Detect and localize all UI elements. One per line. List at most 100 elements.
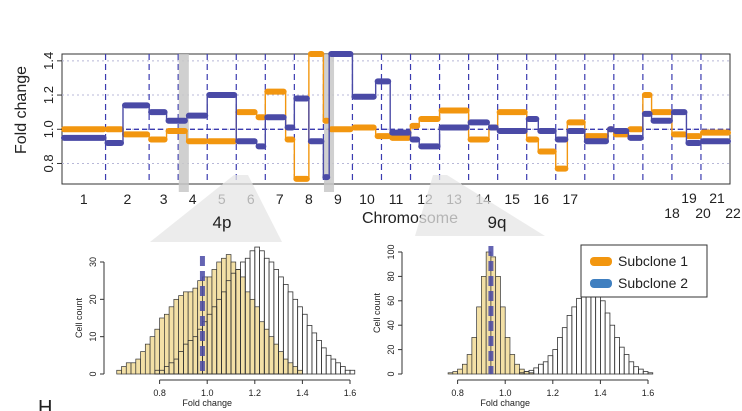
hist-4p-subclone2-bar-31 — [287, 291, 294, 375]
hist-9q-y-tick-label-80: 80 — [386, 271, 396, 281]
chromosome-label-16: 16 — [533, 191, 549, 207]
hist-4p-subclone1-bar-31 — [263, 328, 270, 375]
hist-4p-subclone1-bar-5 — [140, 351, 146, 375]
hist-4p-subclone1-bar-29 — [254, 306, 260, 375]
hist-4p-subclone2-bar-37 — [316, 339, 322, 375]
hist-4p-subclone1-bar-20 — [211, 269, 218, 375]
hist-9q-title: 9q — [488, 213, 507, 232]
chromosome-label-4: 4 — [189, 191, 197, 207]
hist-9q-subclone1-bar-11 — [500, 306, 506, 375]
hist-9q-subclone2-bar-10 — [552, 349, 558, 375]
hist-4p-subclone1-bar-33 — [273, 343, 279, 375]
hist-4p-y-tick-label-20: 20 — [88, 294, 98, 304]
hist-4p-subclone1-bar-12 — [173, 298, 179, 375]
legend-label-subclone2: Subclone 2 — [618, 275, 688, 291]
hist-4p-subclone1-bar-2 — [125, 362, 132, 375]
hist-4p-subclone1-bar-34 — [278, 351, 284, 375]
hist-9q-y-tick-label-60: 60 — [386, 296, 396, 306]
hist-4p-subclone2-bar-42 — [340, 366, 346, 375]
hist-9q-x-tick-label-1.6: 1.6 — [642, 388, 655, 398]
hist-4p-subclone1-bar-9 — [159, 317, 165, 375]
legend-box — [580, 244, 708, 298]
hist-9q-subclone1-bar-4 — [466, 354, 473, 375]
hist-4p-subclone1-bar-8 — [154, 328, 160, 375]
hist-4p-x-tick-label-0.8: 0.8 — [153, 388, 166, 398]
hist-4p-subclone1-bar-11 — [168, 306, 175, 375]
hist-4p-subclone1-bar-3 — [130, 362, 137, 375]
main-series — [61, 51, 731, 182]
hist-4p-subclone1-bar-27 — [244, 291, 251, 375]
hist-4p-subclone1-bar-25 — [235, 269, 241, 375]
hist-9q-y-tick-label-100: 100 — [386, 244, 396, 259]
hist-9q-subclone2-bar-24 — [619, 346, 625, 375]
hist-4p-title: 4p — [213, 213, 232, 232]
chromosome-label-20: 20 — [695, 205, 711, 221]
hist-4p-y-tick-label-30: 30 — [88, 257, 98, 267]
hist-9q-subclone1-bar-6 — [476, 306, 482, 375]
hist-9q-x-tick-label-1.4: 1.4 — [594, 388, 607, 398]
hist-9q-subclone2-bar-27 — [633, 366, 639, 375]
hist-4p-subclone1-bar-36 — [287, 362, 294, 375]
hist-9q-subclone1-bar-1 — [452, 371, 458, 375]
chromosome-label-15: 15 — [504, 191, 520, 207]
chromosome-label-2: 2 — [123, 191, 131, 207]
hist-9q-subclone2-bar-13 — [566, 315, 573, 375]
hist-4p-y-tick-label-0: 0 — [88, 371, 98, 376]
hist-4p-subclone1-bar-19 — [206, 276, 213, 375]
main-plot-frame — [61, 53, 731, 185]
legend: Subclone 1 Subclone 2 — [580, 244, 708, 298]
hist-9q-x-tick-label-1.0: 1.0 — [499, 388, 512, 398]
hist-9q-subclone2-bar-7 — [538, 363, 544, 375]
hist-9q-y-tick-label-20: 20 — [386, 345, 396, 355]
hist-9q-subclone2-bar-9 — [547, 355, 554, 375]
hist-9q-x-tick-label-0.8: 0.8 — [451, 388, 464, 398]
hist-9q-subclone1-bar-5 — [471, 337, 477, 375]
hist-9q-subclone2-bar-8 — [542, 361, 549, 375]
hist-4p-subclone1-bar-24 — [230, 261, 237, 375]
hist-9q-subclone2-bar-15 — [576, 297, 582, 375]
hist-9q-subclone1-bar-2 — [457, 368, 463, 375]
hist-4p-subclone1-bar-30 — [259, 321, 265, 375]
hist-9q-subclone2-bar-28 — [638, 368, 644, 375]
chromosome-label-7: 7 — [276, 191, 284, 207]
hist-9q-subclone1-bar-12 — [504, 337, 511, 375]
hist-4p-subclone1-bar-7 — [149, 336, 156, 375]
hist-4p-subclone1-bar-26 — [240, 276, 246, 375]
hist-4p-subclone1-bar-4 — [135, 358, 141, 375]
hist-4p-subclone1-bar-23 — [225, 254, 232, 375]
hist-4p-x-axis-label: Fold change — [182, 398, 232, 408]
hist-9q-subclone2-bar-6 — [533, 367, 539, 375]
main-y-ticks: 0.8 1.0 1.2 1.4 — [41, 52, 62, 173]
hist-4p-subclone1-bar-38 — [297, 369, 303, 375]
hist-4p-subclone1-bar-13 — [178, 295, 184, 375]
chromosome-label-3: 3 — [160, 191, 168, 207]
hist-4p-subclone1-bar-28 — [249, 298, 256, 375]
chromosome-label-9: 9 — [334, 191, 342, 207]
hist-4p-subclone2-bar-36 — [311, 332, 318, 375]
hist-4p-subclone2-bar-35 — [306, 325, 313, 375]
hist-4p-x-tick-label-1.6: 1.6 — [344, 388, 357, 398]
zoom-cone-4p — [150, 175, 282, 242]
hist-4p-subclone1-bar-10 — [164, 313, 170, 375]
hist-9q-subclone2-bar-12 — [561, 327, 568, 375]
hist-9q-subclone1-bar-3 — [462, 363, 468, 375]
chromosome-label-17: 17 — [562, 191, 578, 207]
main-y-tick-label-1.4: 1.4 — [41, 52, 56, 70]
hist-9q-subclone1-bar-13 — [509, 354, 516, 375]
hist-4p-subclone1-bar-16 — [192, 287, 199, 375]
hist-4p-subclone1-bar-14 — [183, 291, 189, 375]
hist-4p-x-tick-label-1.4: 1.4 — [296, 388, 309, 398]
chromosome-boundaries — [104, 54, 702, 184]
hist-9q-subclone2-bar-20 — [600, 300, 606, 375]
hist-4p-subclone1-bar-6 — [144, 343, 151, 375]
hist-4p-subclone1-bar-35 — [283, 358, 289, 375]
hist-9q-subclone1-bar-10 — [495, 276, 501, 375]
hist-4p-subclone1-bar-21 — [216, 261, 222, 375]
hist-9q-subclone1-bar-14 — [514, 363, 520, 375]
zoom-cone-9q — [415, 175, 545, 236]
hist-9q-subclone2-bar-14 — [571, 306, 578, 375]
hist-4p-subclone2-bar-38 — [321, 347, 327, 375]
legend-swatch-subclone1 — [590, 257, 612, 266]
hist-4p-subclone1-bar-1 — [121, 366, 127, 375]
hist-4p-subclone1-bar-37 — [292, 366, 298, 375]
